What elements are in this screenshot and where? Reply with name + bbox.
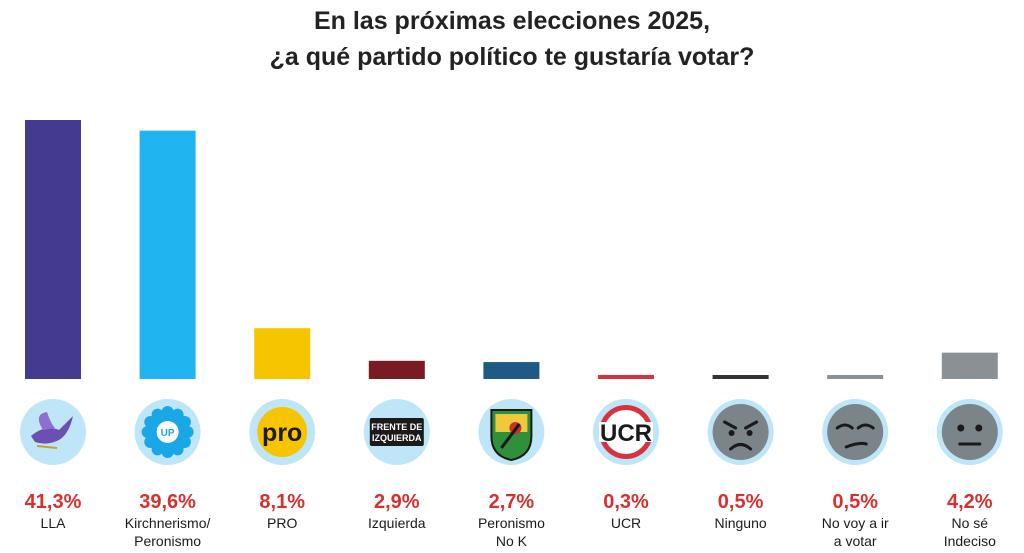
- category-label-5-line-1: Peronismo: [478, 515, 545, 531]
- up-gear-logo: UP: [134, 399, 201, 465]
- ucr-logo-text: UCR: [600, 420, 652, 447]
- value-label-7: 0,5%: [718, 491, 764, 513]
- ucr-logo: UCR: [593, 399, 659, 465]
- category-label-4-line-1: Izquierda: [368, 515, 426, 531]
- category-label-5-line-2: No K: [496, 533, 528, 549]
- bar-8: [827, 375, 884, 379]
- category-label-6-line-1: UCR: [611, 515, 641, 531]
- category-label-2-line-2: Peronismo: [134, 533, 201, 549]
- lla-dove-logo: [20, 399, 86, 465]
- bar-6: [598, 375, 654, 379]
- bar-1: [25, 120, 81, 379]
- value-label-4: 2,9%: [374, 491, 420, 513]
- value-label-2: 39,6%: [139, 491, 196, 513]
- bar-9: [941, 352, 998, 379]
- category-label-7-line-1: Ninguno: [715, 515, 767, 531]
- value-label-5: 2,7%: [489, 491, 535, 513]
- unamused-face-icon: [822, 399, 889, 465]
- up-logo-text: UP: [161, 428, 175, 439]
- category-label-8-line-1: No voy a ir: [822, 515, 889, 531]
- angry-face-icon: [707, 399, 774, 465]
- izquierda-logo-text-bottom: IZQUIERDA: [372, 433, 422, 443]
- category-label-2-line-1: Kirchnerismo/: [125, 515, 211, 531]
- category-label-1-line-1: LLA: [41, 515, 67, 531]
- bar-2: [139, 130, 196, 379]
- chart-title-line-2: ¿a qué partido político te gustaría vota…: [269, 43, 755, 71]
- pro-logo: pro: [249, 399, 316, 465]
- value-label-1: 41,3%: [25, 491, 82, 513]
- peronismo-shield-logo: [478, 399, 545, 465]
- bar-4: [368, 360, 425, 379]
- pro-logo-text: pro: [262, 419, 302, 447]
- category-label-9-line-2: Indeciso: [944, 533, 996, 549]
- bar-5: [483, 362, 540, 379]
- neutral-face-icon: [936, 399, 1003, 465]
- bar-7: [712, 375, 769, 379]
- value-label-3: 8,1%: [259, 491, 305, 513]
- chart-title-line-1: En las próximas elecciones 2025,: [313, 7, 711, 35]
- bar-3: [254, 328, 311, 379]
- category-label-9-line-1: No sé: [952, 515, 989, 531]
- izquierda-logo-text-top: FRENTE DE: [371, 422, 422, 432]
- value-label-9: 4,2%: [947, 491, 993, 513]
- value-label-8: 0,5%: [832, 491, 878, 513]
- category-label-3-line-1: PRO: [267, 515, 297, 531]
- value-label-6: 0,3%: [603, 491, 649, 513]
- category-label-8-line-2: a votar: [834, 533, 877, 549]
